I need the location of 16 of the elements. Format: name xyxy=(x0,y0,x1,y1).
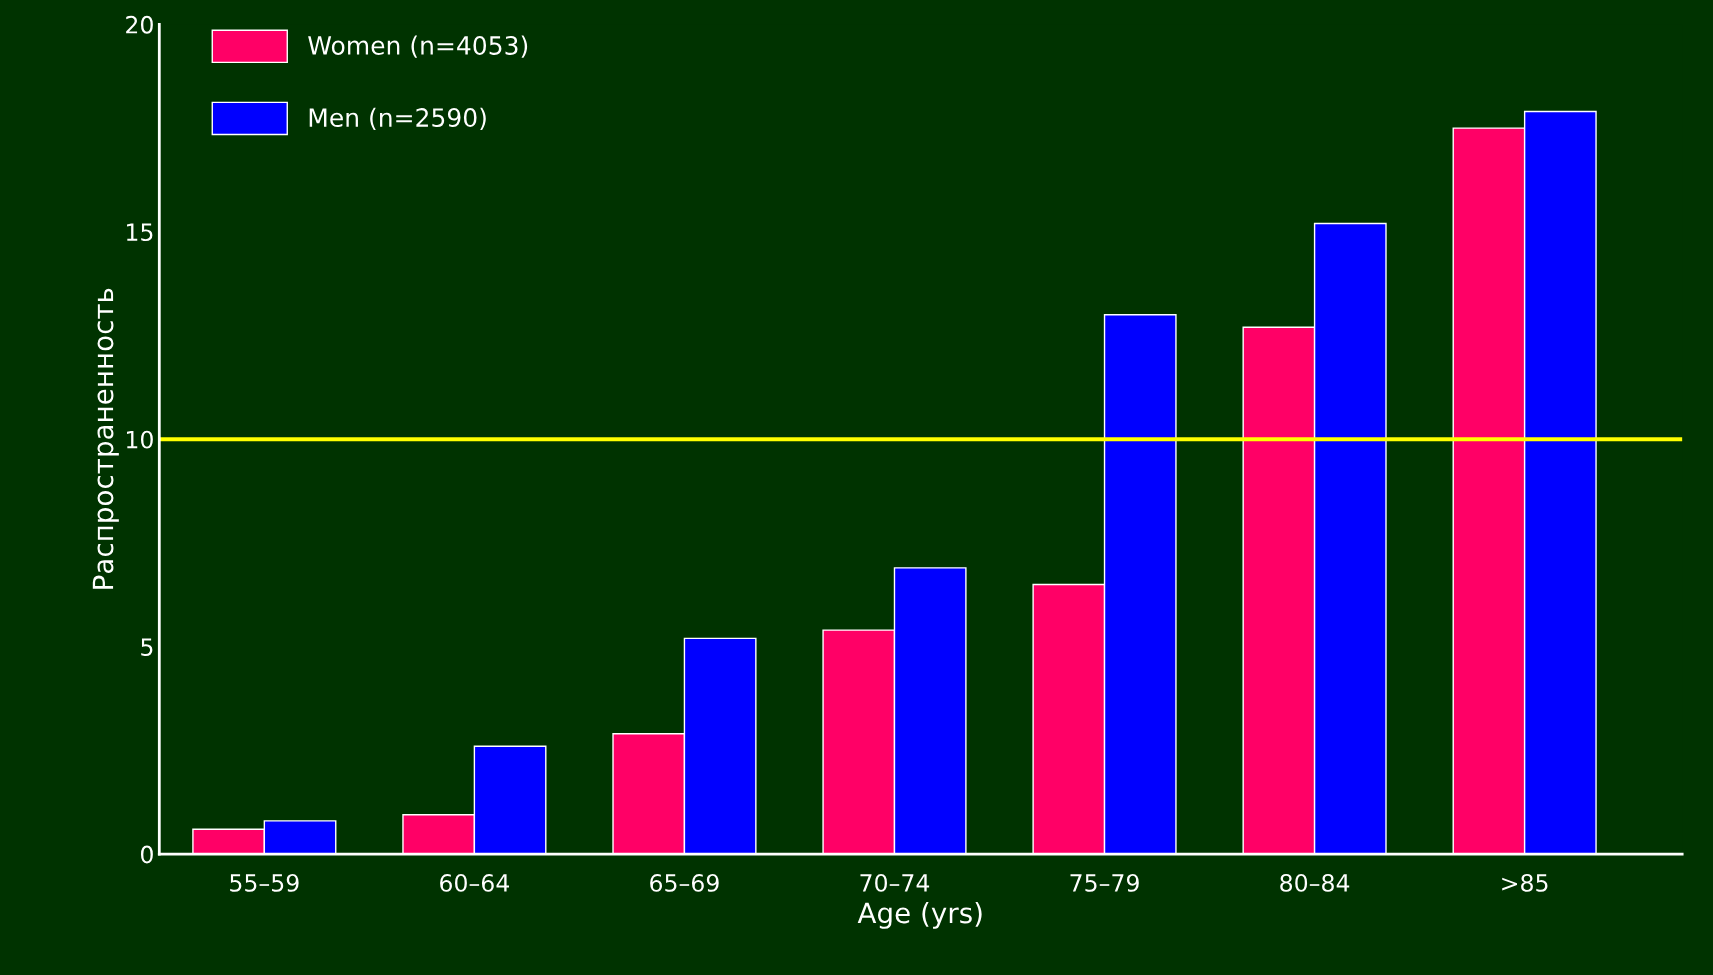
legend-label: Men (n=2590) xyxy=(309,107,486,130)
legend-label: Women (n=4053) xyxy=(308,35,528,58)
y-tick-label: 10 xyxy=(127,430,153,449)
y-tick-label: 20 xyxy=(126,15,153,34)
x-tick-label: 75–79 xyxy=(1070,873,1139,892)
x-tick-label: 70–74 xyxy=(860,873,930,892)
x-tick-label: 55–59 xyxy=(230,873,299,892)
x-tick-label: >85 xyxy=(1502,873,1548,892)
y-tick-label: 0 xyxy=(140,845,153,864)
x-tick-label: 80–84 xyxy=(1280,873,1350,892)
y-tick-label: 15 xyxy=(127,223,153,242)
x-tick-label: 60–64 xyxy=(440,873,509,892)
y-tick-label: 5 xyxy=(141,638,153,656)
x-tick-label: 65–69 xyxy=(650,873,719,892)
y-axis-title: Распространенность xyxy=(92,288,119,589)
x-axis-title: Age (yrs) xyxy=(857,901,982,929)
